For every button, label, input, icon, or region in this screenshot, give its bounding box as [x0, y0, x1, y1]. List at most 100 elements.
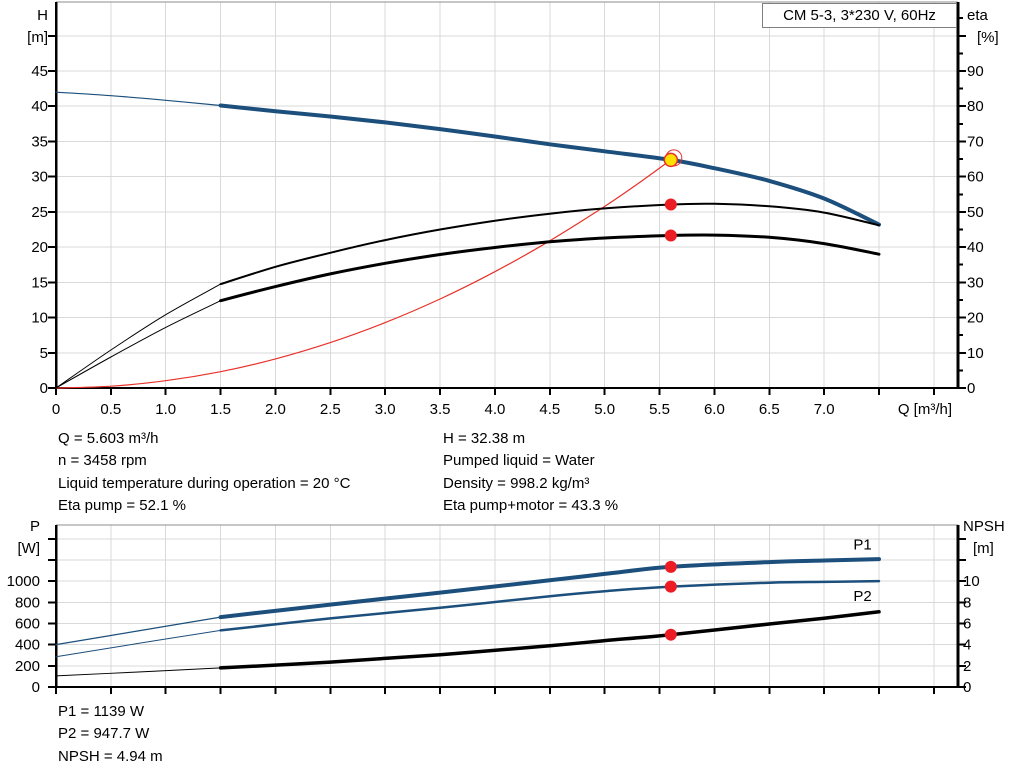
system-curve — [55, 159, 672, 389]
p2-curve — [219, 579, 881, 632]
y-right-tick-label: 60 — [967, 169, 984, 186]
x-tick-label: 5.5 — [649, 401, 670, 418]
duty-point — [663, 152, 679, 168]
x-tick-label: 0.5 — [100, 401, 121, 418]
p1-curve-label: P1 — [853, 537, 871, 554]
x-tick-label: 1.5 — [210, 401, 231, 418]
y-right-tick-label: 8 — [963, 594, 971, 611]
y-left-tick-label: 800 — [15, 594, 40, 611]
y-right-tick-label: 10 — [967, 345, 984, 362]
y-left-axis-title: [m] — [27, 29, 48, 46]
y-left-axis-title: H — [37, 7, 48, 24]
y-left-tick-label: 1000 — [7, 573, 40, 590]
ticks — [48, 17, 966, 395]
y-left-tick-label: 0 — [32, 679, 40, 696]
y-left-axis-title: [W] — [18, 540, 41, 557]
x-tick-label: 2.0 — [265, 401, 286, 418]
y-right-axis-title: eta — [967, 7, 989, 24]
x-tick-label: 0 — [52, 401, 60, 418]
y-right-tick-label: 50 — [967, 204, 984, 221]
x-tick-label: 5.0 — [594, 401, 615, 418]
detail-density: Density = 998.2 kg/m³ — [443, 474, 590, 492]
pump-model-label: CM 5-3, 3*230 V, 60Hz — [783, 7, 936, 24]
head-efficiency-chart: 0 0.5 1.0 1.5 2.0 2.5 3.0 3.5 4.0 4.5 5.0 5.5 6.0 6.5… — [27, 1, 999, 418]
eta-pump-curve-thin — [55, 283, 222, 389]
eta-pump-curve — [219, 202, 880, 286]
eta-pump-point — [664, 198, 677, 211]
detail-flow: Q = 5.603 m³/h — [58, 430, 159, 447]
eta-pump-motor-curve — [219, 233, 881, 303]
y-right-tick-label: 70 — [967, 133, 984, 150]
y-right-tick-label: 20 — [967, 310, 984, 327]
y-right-tick-label: 90 — [967, 63, 984, 80]
y-left-tick-label: 45 — [31, 63, 48, 80]
eta-pump-motor-curve-thin — [55, 300, 222, 389]
p2-curve-label: P2 — [853, 588, 871, 605]
operating-point-details-left: Q = 5.603 m³/h n = 3458 rpm Liquid tempe… — [58, 428, 350, 518]
y-right-tick-label: 30 — [967, 274, 984, 291]
y-left-tick-label: 600 — [15, 615, 40, 632]
detail-eta-pump-motor: Eta pump+motor = 43.3 % — [443, 497, 619, 515]
y-right-tick-label: 2 — [963, 658, 971, 675]
grid — [56, 525, 958, 687]
head-curve — [218, 103, 881, 227]
y-left-tick-label: 10 — [31, 310, 48, 327]
head-curve-thin — [55, 91, 222, 107]
grid — [56, 2, 958, 388]
detail-npsh: NPSH = 4.94 m — [58, 747, 163, 765]
x-tick-label: 6.0 — [704, 401, 725, 418]
y-left-tick-label: 35 — [31, 133, 48, 150]
y-left-tick-label: 400 — [15, 637, 40, 654]
y-right-tick-label: 40 — [967, 239, 984, 256]
pump-model-box: CM 5-3, 3*230 V, 60Hz — [762, 3, 957, 28]
eta-pump-motor-point — [664, 229, 677, 242]
detail-p1: P1 = 1139 W — [58, 703, 145, 720]
y-left-tick-label: 15 — [31, 274, 48, 291]
npsh-point — [664, 628, 677, 641]
x-tick-label: 1.0 — [155, 401, 176, 418]
y-left-axis-title: P — [30, 518, 40, 535]
y-right-tick-label: 0 — [963, 679, 971, 696]
x-tick-label: 4.0 — [484, 401, 505, 418]
y-right-tick-label: 0 — [967, 380, 975, 397]
x-tick-label: 6.5 — [759, 401, 780, 418]
detail-speed: n = 3458 rpm — [58, 452, 147, 470]
y-right-tick-label: 6 — [963, 615, 971, 632]
detail-eta-pump: Eta pump = 52.1 % — [58, 497, 186, 515]
power-npsh-details: P1 = 1139 W P2 = 947.7 W NPSH = 4.94 m — [58, 701, 163, 768]
x-tick-label: 4.5 — [539, 401, 560, 418]
y-right-axis-title: [%] — [977, 29, 999, 46]
x-axis-title: Q [m³/h] — [898, 401, 952, 418]
x-tick-label: 3.0 — [375, 401, 396, 418]
npsh-curve-thin — [55, 667, 222, 677]
y-left-tick-label: 0 — [40, 380, 48, 397]
y-right-tick-label: 10 — [963, 573, 980, 590]
y-right-tick-label: 4 — [963, 637, 971, 654]
detail-liquid-temperature: Liquid temperature during operation = 20… — [58, 474, 351, 492]
p1-curve — [218, 557, 881, 620]
y-left-tick-label: 40 — [31, 98, 48, 115]
p2-curve-thin — [55, 629, 222, 658]
ticks — [48, 537, 966, 694]
npsh-curve — [218, 610, 881, 670]
axes-frame — [54, 524, 960, 688]
x-tick-label: 7.0 — [814, 401, 835, 418]
p1-curve-thin — [55, 616, 222, 646]
axes-frame — [54, 1, 960, 389]
y-left-tick-label: 200 — [15, 658, 40, 675]
detail-head: H = 32.38 m — [443, 430, 526, 447]
y-right-axis-title: [m] — [973, 540, 994, 557]
x-tick-label: 3.5 — [430, 401, 451, 418]
p1-point — [664, 560, 677, 573]
y-left-tick-label: 30 — [31, 169, 48, 186]
y-right-tick-label: 80 — [967, 98, 984, 115]
y-left-tick-label: 20 — [31, 239, 48, 256]
x-tick-label: 2.5 — [320, 401, 341, 418]
detail-pumped-liquid: Pumped liquid = Water — [443, 452, 595, 470]
power-npsh-chart: 0 200 400 600 800 1000 0 2 4 6 8 10 P [W] NPSH [m] P1 P2 — [7, 518, 1005, 696]
y-right-axis-title: NPSH — [963, 518, 1005, 535]
detail-p2: P2 = 947.7 W — [58, 725, 150, 743]
operating-point-details-right: H = 32.38 m Pumped liquid = Water Densit… — [443, 428, 618, 518]
y-left-tick-label: 5 — [40, 345, 48, 362]
